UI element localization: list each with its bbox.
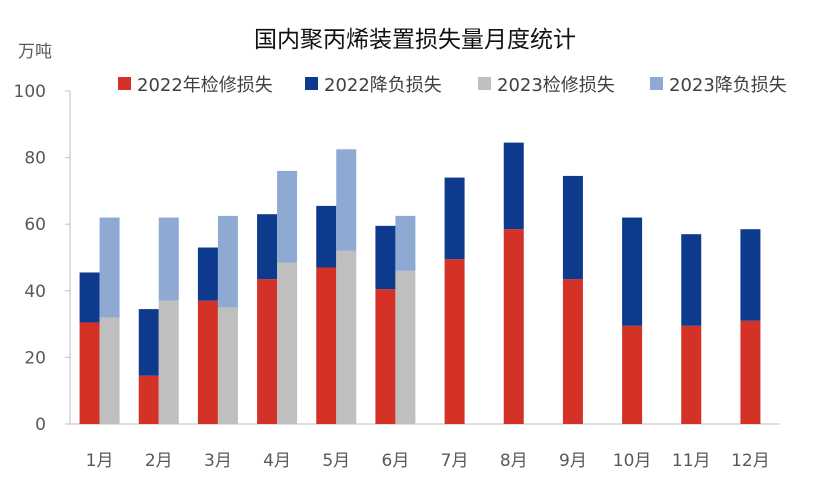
legend-item: 2023降负损失 (650, 75, 787, 96)
bar-segment (99, 217, 120, 318)
bar-segment (562, 279, 583, 424)
bar-segment (681, 325, 702, 424)
bar-segment (622, 325, 643, 424)
x-tick-label: 6月 (382, 451, 410, 471)
bar-segment (158, 217, 179, 301)
x-tick-label: 9月 (559, 451, 587, 471)
bar-segment (740, 229, 761, 321)
bar-segment (79, 322, 100, 424)
bar-segment (257, 279, 278, 424)
y-axis-unit-label: 万吨 (18, 42, 52, 62)
bar-segment (99, 317, 120, 424)
legend-label: 2023检修损失 (497, 75, 615, 96)
bar-segment (277, 262, 298, 424)
y-tick-label: 60 (24, 215, 46, 235)
bar-segment (336, 250, 357, 424)
legend-label: 2022降负损失 (324, 75, 442, 96)
y-tick-label: 40 (24, 282, 46, 302)
legend-swatch (305, 77, 318, 90)
bar-segment (138, 375, 159, 424)
legend: 2022年检修损失 2022降负损失 2023检修损失 2023降负损失 (118, 75, 787, 96)
plot-area: 0 20 40 60 80 100 1月 2月 3月 4月 5月 6月 7月 8月 9月 10月 11月 12月 (14, 82, 780, 471)
bar-segment (740, 320, 761, 424)
x-tick-label: 7月 (441, 451, 469, 471)
bar-segment (375, 225, 396, 290)
x-tick-label: 12月 (731, 451, 770, 471)
bar-segment (158, 300, 179, 424)
legend-label: 2023降负损失 (669, 75, 787, 96)
chart-title: 国内聚丙烯装置损失量月度统计 (254, 27, 576, 53)
bar-segment (217, 307, 238, 424)
bar-segment (444, 259, 465, 424)
bar-segment (217, 215, 238, 308)
bar-segment (316, 205, 337, 268)
bar-segment (257, 214, 278, 280)
bar-segment (277, 170, 298, 263)
x-tick-label: 8月 (500, 451, 528, 471)
legend-label: 2022年检修损失 (137, 75, 273, 96)
bar-segment (622, 217, 643, 326)
bar-segment (562, 175, 583, 280)
legend-item: 2023检修损失 (478, 75, 615, 96)
bar-segment (375, 289, 396, 424)
bar-segment (316, 267, 337, 424)
bar-segment (336, 149, 357, 251)
bar-segment (503, 229, 524, 424)
bar-segment (681, 234, 702, 326)
bar-segment (79, 272, 100, 323)
bar-segment (197, 300, 218, 424)
bar-segment (138, 309, 159, 376)
legend-item: 2022降负损失 (305, 75, 442, 96)
x-tick-label: 1月 (86, 451, 114, 471)
x-tick-label: 3月 (204, 451, 232, 471)
legend-swatch (478, 77, 491, 90)
x-tick-label: 4月 (263, 451, 291, 471)
bar-segment (197, 247, 218, 301)
y-tick-label: 80 (24, 149, 46, 169)
bar-segment (503, 142, 524, 230)
legend-swatch (650, 77, 663, 90)
y-tick-label: 100 (14, 82, 46, 102)
legend-item: 2022年检修损失 (118, 75, 273, 96)
x-tick-label: 2月 (145, 451, 173, 471)
x-tick-label: 11月 (672, 451, 711, 471)
x-tick-label: 10月 (613, 451, 652, 471)
bar-segment (444, 177, 465, 260)
y-tick-label: 0 (35, 415, 46, 435)
legend-swatch (118, 77, 131, 90)
x-tick-label: 5月 (322, 451, 350, 471)
bar-segment (395, 215, 416, 271)
bar-segment (395, 270, 416, 424)
y-tick-label: 20 (24, 348, 46, 368)
